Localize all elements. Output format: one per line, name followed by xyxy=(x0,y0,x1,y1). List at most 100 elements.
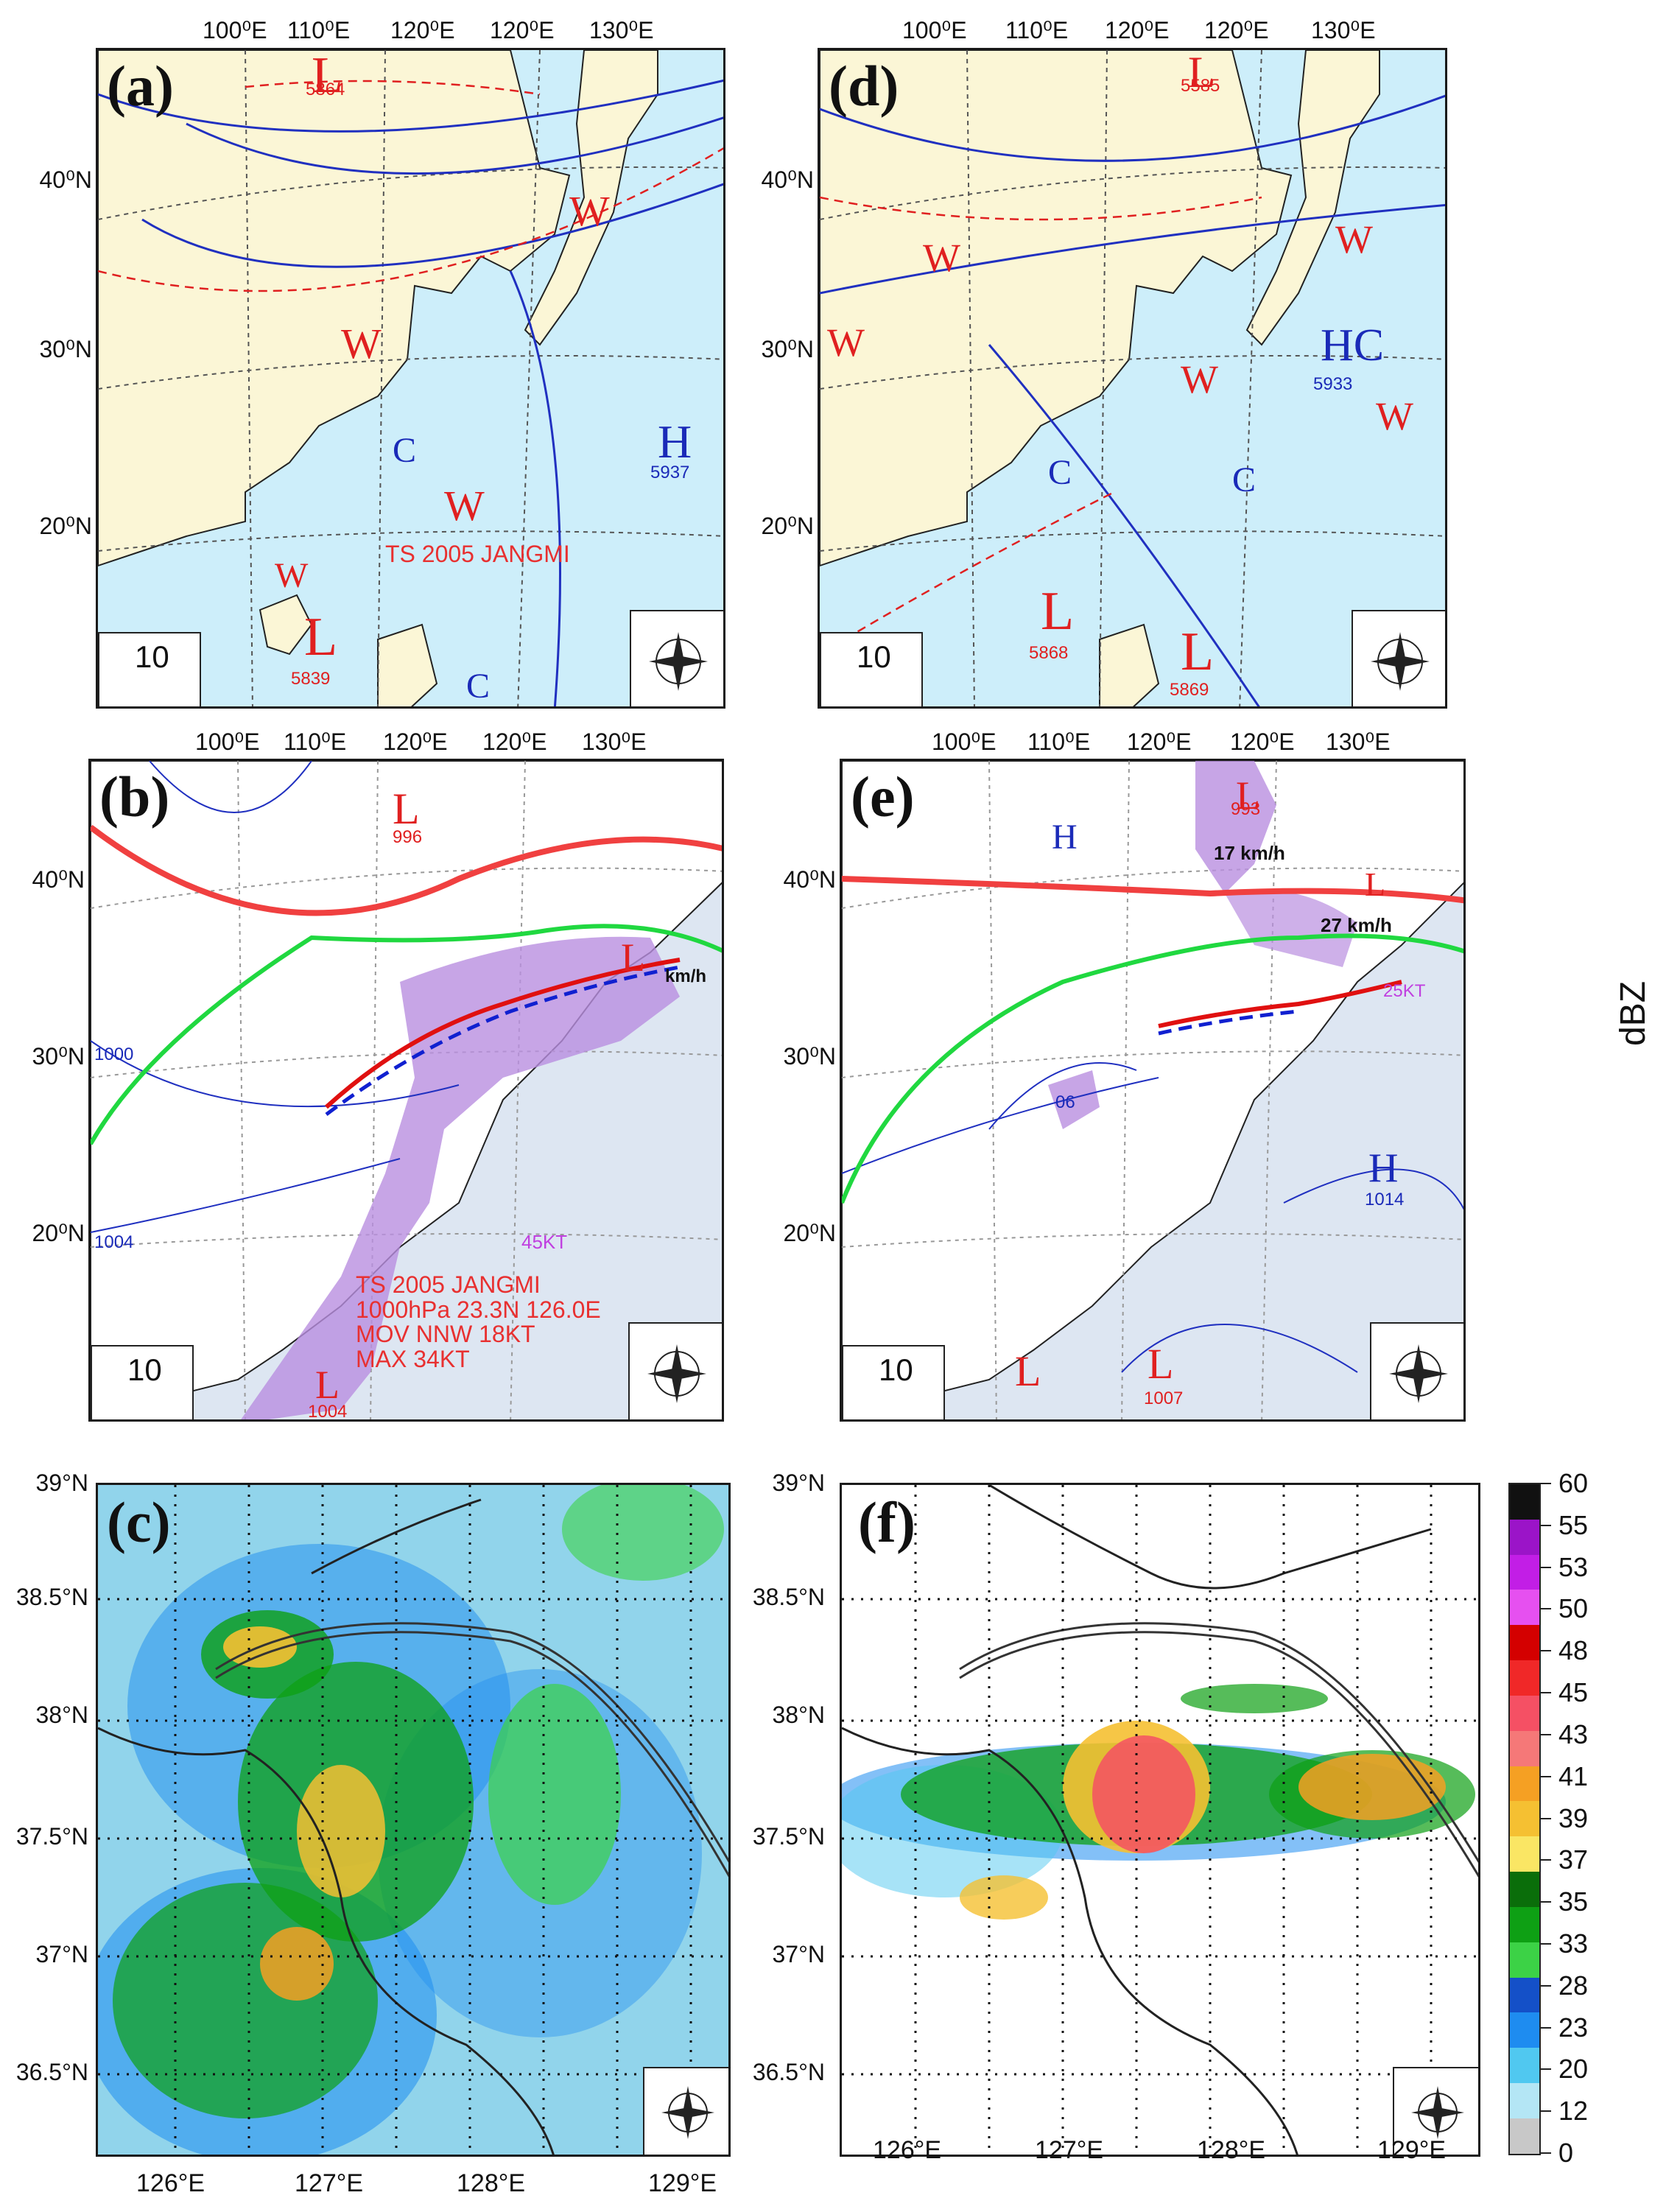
colorbar-segment xyxy=(1510,1554,1539,1590)
low-pressure-symbol: L xyxy=(393,784,420,833)
high-pressure-symbol: H xyxy=(1368,1145,1399,1191)
pressure-value: 996 xyxy=(393,827,423,847)
speed-label: 45KT xyxy=(521,1231,568,1253)
warm-symbol: W xyxy=(275,556,309,595)
low-pressure-symbol: L xyxy=(1181,622,1215,682)
high-pressure-symbol: HC xyxy=(1321,320,1385,371)
panel-f-radar-drawing xyxy=(842,1485,1478,2155)
typhoon-note-line: TS 2005 JANGMI xyxy=(356,1271,541,1298)
panel-c-lon-tick: 129°E xyxy=(648,2169,717,2197)
wind-speed-label: 27 km/h xyxy=(1321,914,1392,936)
compass-icon xyxy=(649,632,708,691)
colorbar-tick-label: 43 xyxy=(1558,1718,1589,1749)
colorbar-segment xyxy=(1510,1730,1539,1766)
low-pressure-symbol: L xyxy=(1041,581,1075,642)
panel-c-lat-tick: 37.5°N xyxy=(15,1823,88,1850)
low-pressure-symbol: L xyxy=(621,935,645,980)
panel-d-surface-500hpa-map: (d) L 5585 W W W W W HC 5933 C C L 5868 … xyxy=(818,48,1447,709)
panel-e-label: (e) xyxy=(851,765,915,829)
low-pressure-symbol: L xyxy=(1147,1340,1174,1388)
compass-icon xyxy=(1371,632,1430,691)
panel-c-lat-tick: 37°N xyxy=(35,1941,89,1967)
panel-c-lat-tick: 36.5°N xyxy=(15,2059,88,2085)
colorbar-tick-label: 53 xyxy=(1558,1551,1589,1582)
wind-speed-label: 17 km/h xyxy=(1214,842,1285,864)
colorbar-tick-label: 37 xyxy=(1558,1844,1589,1875)
colorbar-tick-mark xyxy=(1541,1984,1551,1987)
panel-b-label: (b) xyxy=(99,765,170,829)
colorbar-tick-label: 55 xyxy=(1558,1509,1589,1540)
colorbar-tick-label: 12 xyxy=(1558,2096,1589,2127)
pressure-value: 1007 xyxy=(1144,1388,1184,1408)
pressure-value: 1014 xyxy=(1365,1190,1405,1209)
panel-e-lat-tick: 30⁰N xyxy=(783,1043,836,1070)
panel-f-lon-tick: 127°E xyxy=(1035,2136,1104,2164)
colorbar-segment xyxy=(1510,1519,1539,1555)
panel-b-surface-chart: (b) L 996 L km/h 1000 1004 45KT TS 2005 … xyxy=(88,759,724,1422)
panel-e-lat-tick: 20⁰N xyxy=(783,1220,836,1246)
height-value: 5839 xyxy=(291,669,331,689)
typhoon-note: TS 2005 JANGMI 1000hPa 23.3N 126.0E MOV … xyxy=(356,1271,601,1372)
warm-symbol: W xyxy=(827,320,865,365)
panel-b-lon-tick: 130⁰E xyxy=(582,728,647,755)
warm-symbol: W xyxy=(1376,394,1413,438)
pressure-value: 1004 xyxy=(308,1402,348,1422)
colorbar-tick-mark xyxy=(1541,2026,1551,2029)
panel-a-lat-tick: 20⁰N xyxy=(39,513,92,539)
panel-f-lon-tick: 129°E xyxy=(1377,2136,1447,2164)
colorbar-tick-mark xyxy=(1541,1692,1551,1694)
colorbar-tick-label: 50 xyxy=(1558,1593,1589,1624)
colorbar-tick-mark xyxy=(1541,1775,1551,1777)
colorbar-tick-mark xyxy=(1541,1859,1551,1861)
warm-symbol: W xyxy=(444,482,485,530)
colorbar-tick-mark xyxy=(1541,1817,1551,1819)
height-value: 5864 xyxy=(306,80,345,99)
colorbar-tick-label: 45 xyxy=(1558,1677,1589,1708)
pressure-value: 1000 xyxy=(94,1044,134,1064)
compass-rose xyxy=(1370,1322,1463,1419)
wind-scale-box: 10 xyxy=(91,1345,194,1419)
panel-c-lon-tick: 127°E xyxy=(295,2169,364,2197)
low-pressure-symbol: L xyxy=(1015,1347,1041,1395)
colorbar-segment xyxy=(1510,2118,1539,2154)
panel-a-lon-tick: 110⁰E xyxy=(287,17,351,43)
panel-d-lat-tick: 20⁰N xyxy=(761,513,814,539)
cold-symbol: C xyxy=(393,431,417,470)
compass-icon xyxy=(647,1344,706,1403)
wind-scale-box: 10 xyxy=(98,632,201,706)
panel-a-lat-tick: 30⁰N xyxy=(39,336,92,362)
height-value: 5937 xyxy=(650,463,690,482)
compass-rose xyxy=(643,2067,728,2155)
cold-symbol: C xyxy=(466,667,491,706)
height-value: 5933 xyxy=(1313,374,1353,394)
colorbar-segment xyxy=(1510,1836,1539,1872)
warm-symbol: W xyxy=(341,320,382,368)
height-value: 5869 xyxy=(1170,680,1209,700)
panel-e-lon-tick: 120⁰E xyxy=(1127,728,1192,755)
panel-f-lat-tick: 37.5°N xyxy=(752,1823,825,1850)
panel-f-lat-tick: 38°N xyxy=(772,1702,826,1728)
panel-a-map-drawing xyxy=(98,50,723,706)
colorbar-tick-mark xyxy=(1541,2110,1551,2113)
panel-c-lon-tick: 126°E xyxy=(136,2169,205,2197)
wind-speed-label: km/h xyxy=(665,966,707,986)
colorbar-tick-label: 0 xyxy=(1558,2138,1574,2168)
wind-scale-box: 10 xyxy=(820,632,923,706)
panel-c-label: (c) xyxy=(107,1490,171,1554)
colorbar-tick-label: 35 xyxy=(1558,1886,1589,1917)
panel-d-lon-tick: 120⁰E xyxy=(1105,17,1170,43)
compass-icon xyxy=(1389,1344,1448,1403)
compass-rose xyxy=(630,610,723,706)
panel-d-lon-tick: 100⁰E xyxy=(902,17,967,43)
low-pressure-symbol: L xyxy=(304,607,338,667)
panel-e-surface-chart: (e) L 993 17 km/h 27 km/h 25KT H L 06 H … xyxy=(840,759,1466,1422)
cold-symbol: C xyxy=(1048,453,1072,492)
compass-rose xyxy=(1352,610,1445,706)
panel-a-lon-tick: 100⁰E xyxy=(203,17,267,43)
panel-c-lat-tick: 39°N xyxy=(35,1470,89,1496)
panel-c-lon-tick: 128°E xyxy=(457,2169,526,2197)
typhoon-note-line: MAX 34KT xyxy=(356,1345,470,1372)
colorbar-tick-label: 41 xyxy=(1558,1760,1589,1791)
panel-c-radar-drawing xyxy=(98,1485,728,2155)
panel-c-lat-tick: 38°N xyxy=(35,1702,89,1728)
